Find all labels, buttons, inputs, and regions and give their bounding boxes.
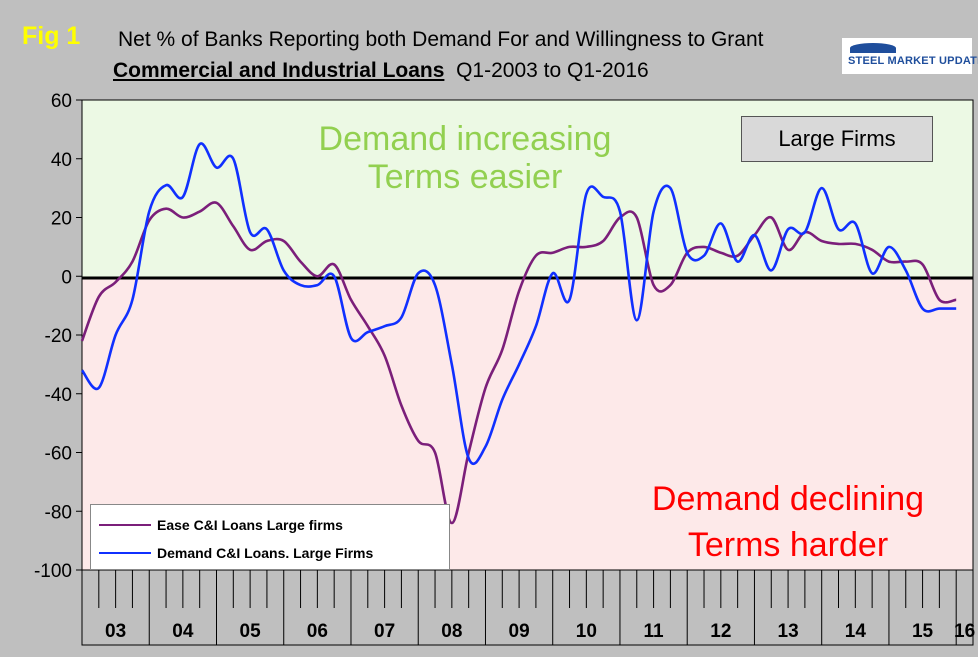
x-year-label: 16 <box>954 621 975 642</box>
annotation-upper-line2: Terms easier <box>367 158 563 196</box>
chart-title-range: Q1-2003 to Q1-2016 <box>456 59 649 82</box>
annotation-upper: Demand increasing Terms easier <box>300 120 630 196</box>
x-axis-box <box>81 569 974 646</box>
y-tick-label: -20 <box>45 326 72 347</box>
legend-label-demand: Demand C&I Loans. Large Firms <box>157 545 374 561</box>
x-year-label: 07 <box>374 621 395 642</box>
legend-label-ease: Ease C&I Loans Large firms <box>157 517 343 533</box>
x-axis: 03 04 05 06 07 08 09 10 11 12 13 14 15 16 <box>81 570 975 645</box>
x-year-label: 06 <box>307 621 328 642</box>
x-year-label: 03 <box>105 621 126 642</box>
y-tick-label: 60 <box>51 91 72 112</box>
x-year-label: 14 <box>845 621 867 642</box>
x-axis-band <box>81 569 974 646</box>
legend-item-demand: Demand C&I Loans. Large Firms <box>99 543 373 563</box>
x-year-label: 12 <box>710 621 731 642</box>
legend-item-ease: Ease C&I Loans Large firms <box>99 515 343 535</box>
x-year-label: 04 <box>172 621 194 642</box>
x-year-label: 10 <box>576 621 597 642</box>
annotation-lower-line1: Demand declining <box>651 480 925 518</box>
y-tick-label: -100 <box>34 561 72 582</box>
x-year-label: 15 <box>912 621 934 642</box>
chart-title-bold: Commercial and Industrial Loans <box>113 59 445 82</box>
y-axis: -100 -80 -60 -40 -20 0 20 40 60 <box>34 91 82 582</box>
annotation-lower: Demand declining Terms harder <box>628 476 948 568</box>
fig-label: Fig 1 <box>22 22 81 50</box>
chart-title-line1: Net % of Banks Reporting both Demand For… <box>118 28 764 51</box>
ease-series-line <box>80 201 957 525</box>
legend-swatch-demand <box>99 552 151 554</box>
x-year-label: 09 <box>509 621 530 642</box>
x-year-label: 05 <box>240 621 262 642</box>
y-tick-label: -80 <box>45 502 72 523</box>
demand-series-line <box>80 142 957 466</box>
y-tick-label: 20 <box>51 209 72 230</box>
logo-text: STEEL MARKET UPDATE <box>848 55 978 67</box>
x-year-label: 08 <box>441 621 462 642</box>
legend: Ease C&I Loans Large firms Demand C&I Lo… <box>90 504 450 570</box>
y-tick-label: 0 <box>61 267 72 288</box>
x-year-label: 13 <box>778 621 799 642</box>
chart-title-line2: Commercial and Industrial Loans Q1-2003 … <box>113 59 649 83</box>
steel-market-update-logo: STEEL MARKET UPDATE <box>842 38 978 74</box>
large-firms-badge: Large Firms <box>741 116 933 162</box>
series-layer <box>80 142 957 525</box>
y-tick-label: 40 <box>51 150 72 171</box>
y-tick-label: -60 <box>45 444 72 465</box>
x-year-label: 11 <box>644 621 665 642</box>
legend-swatch-ease <box>99 524 151 526</box>
logo-arc-icon <box>850 43 896 53</box>
y-tick-label: -40 <box>45 385 72 406</box>
annotation-upper-line1: Demand increasing <box>318 120 612 158</box>
annotation-lower-line2: Terms harder <box>687 526 889 564</box>
